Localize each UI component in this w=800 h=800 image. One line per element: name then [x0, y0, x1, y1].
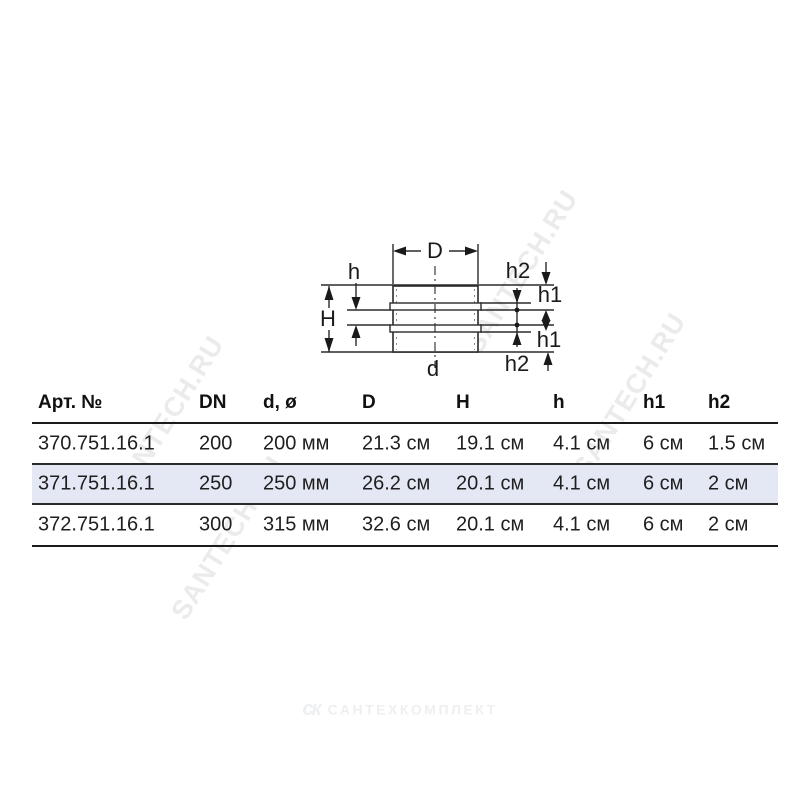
dimension-labels: D h H h2 h1 h1 h2 d [320, 238, 562, 381]
dimension-arrows [324, 246, 553, 365]
col-header-d: d, ø [263, 392, 297, 413]
col-header-H: H [456, 392, 470, 413]
cell-h1: 6 см [643, 472, 684, 495]
cell-h2: 2 см [708, 513, 749, 536]
cell-dn: 300 [199, 513, 233, 536]
cell-h2: 2 см [708, 472, 749, 495]
cell-H: 19.1 см [456, 432, 525, 454]
cell-D: 32.6 см [362, 513, 431, 536]
cell-H: 20.1 см [456, 513, 525, 536]
cell-art: 371.751.16.1 [38, 472, 155, 495]
cell-h: 4.1 см [553, 472, 611, 495]
cell-h: 4.1 см [553, 513, 611, 536]
cell-d: 250 мм [263, 472, 330, 495]
label-h: h [348, 259, 360, 284]
santehkomplekt-logo-icon: ск [302, 698, 321, 720]
spec-table: Арт. № DN d, ø D H h h1 h2 370.751.16.1 … [32, 384, 778, 547]
cell-h1: 6 см [643, 513, 684, 536]
cell-D: 26.2 см [362, 472, 431, 495]
label-D: D [427, 238, 443, 263]
footer-logo: ск САНТЕХКОМПЛЕКТ [0, 698, 800, 721]
label-h1-top: h1 [538, 282, 562, 307]
table-row: 370.751.16.1 200 200 мм 21.3 см 19.1 см … [32, 424, 778, 465]
col-header-h1: h1 [643, 392, 666, 413]
table-row-highlighted: 371.751.16.1 250 250 мм 26.2 см 20.1 см … [32, 465, 778, 505]
cell-art: 372.751.16.1 [38, 513, 155, 536]
table-header-row: Арт. № DN d, ø D H h h1 h2 [32, 384, 778, 424]
table-row: 372.751.16.1 300 315 мм 32.6 см 20.1 см … [32, 505, 778, 547]
col-header-h: h [553, 392, 565, 413]
col-header-art: Арт. № [38, 392, 103, 413]
cell-h1: 6 см [643, 432, 684, 454]
cell-d: 200 мм [263, 432, 330, 454]
label-H: H [320, 306, 336, 331]
cell-art: 370.751.16.1 [38, 432, 155, 454]
label-h2-top: h2 [506, 258, 530, 283]
label-h1-bottom: h1 [537, 327, 561, 352]
cell-H: 20.1 см [456, 472, 525, 495]
coupling-body [389, 266, 482, 368]
cell-d: 315 мм [263, 513, 330, 536]
cell-D: 21.3 см [362, 432, 431, 454]
label-d: d [427, 356, 439, 381]
col-header-D: D [362, 392, 376, 413]
col-header-dn: DN [199, 392, 227, 413]
cell-dn: 200 [199, 432, 233, 454]
cell-dn: 250 [199, 472, 233, 495]
label-h2-bottom: h2 [505, 351, 529, 376]
cell-h2: 1.5 см [708, 432, 766, 454]
cell-h: 4.1 см [553, 432, 611, 454]
footer-logo-text: САНТЕХКОМПЛЕКТ [327, 701, 498, 718]
col-header-h2: h2 [708, 392, 731, 413]
